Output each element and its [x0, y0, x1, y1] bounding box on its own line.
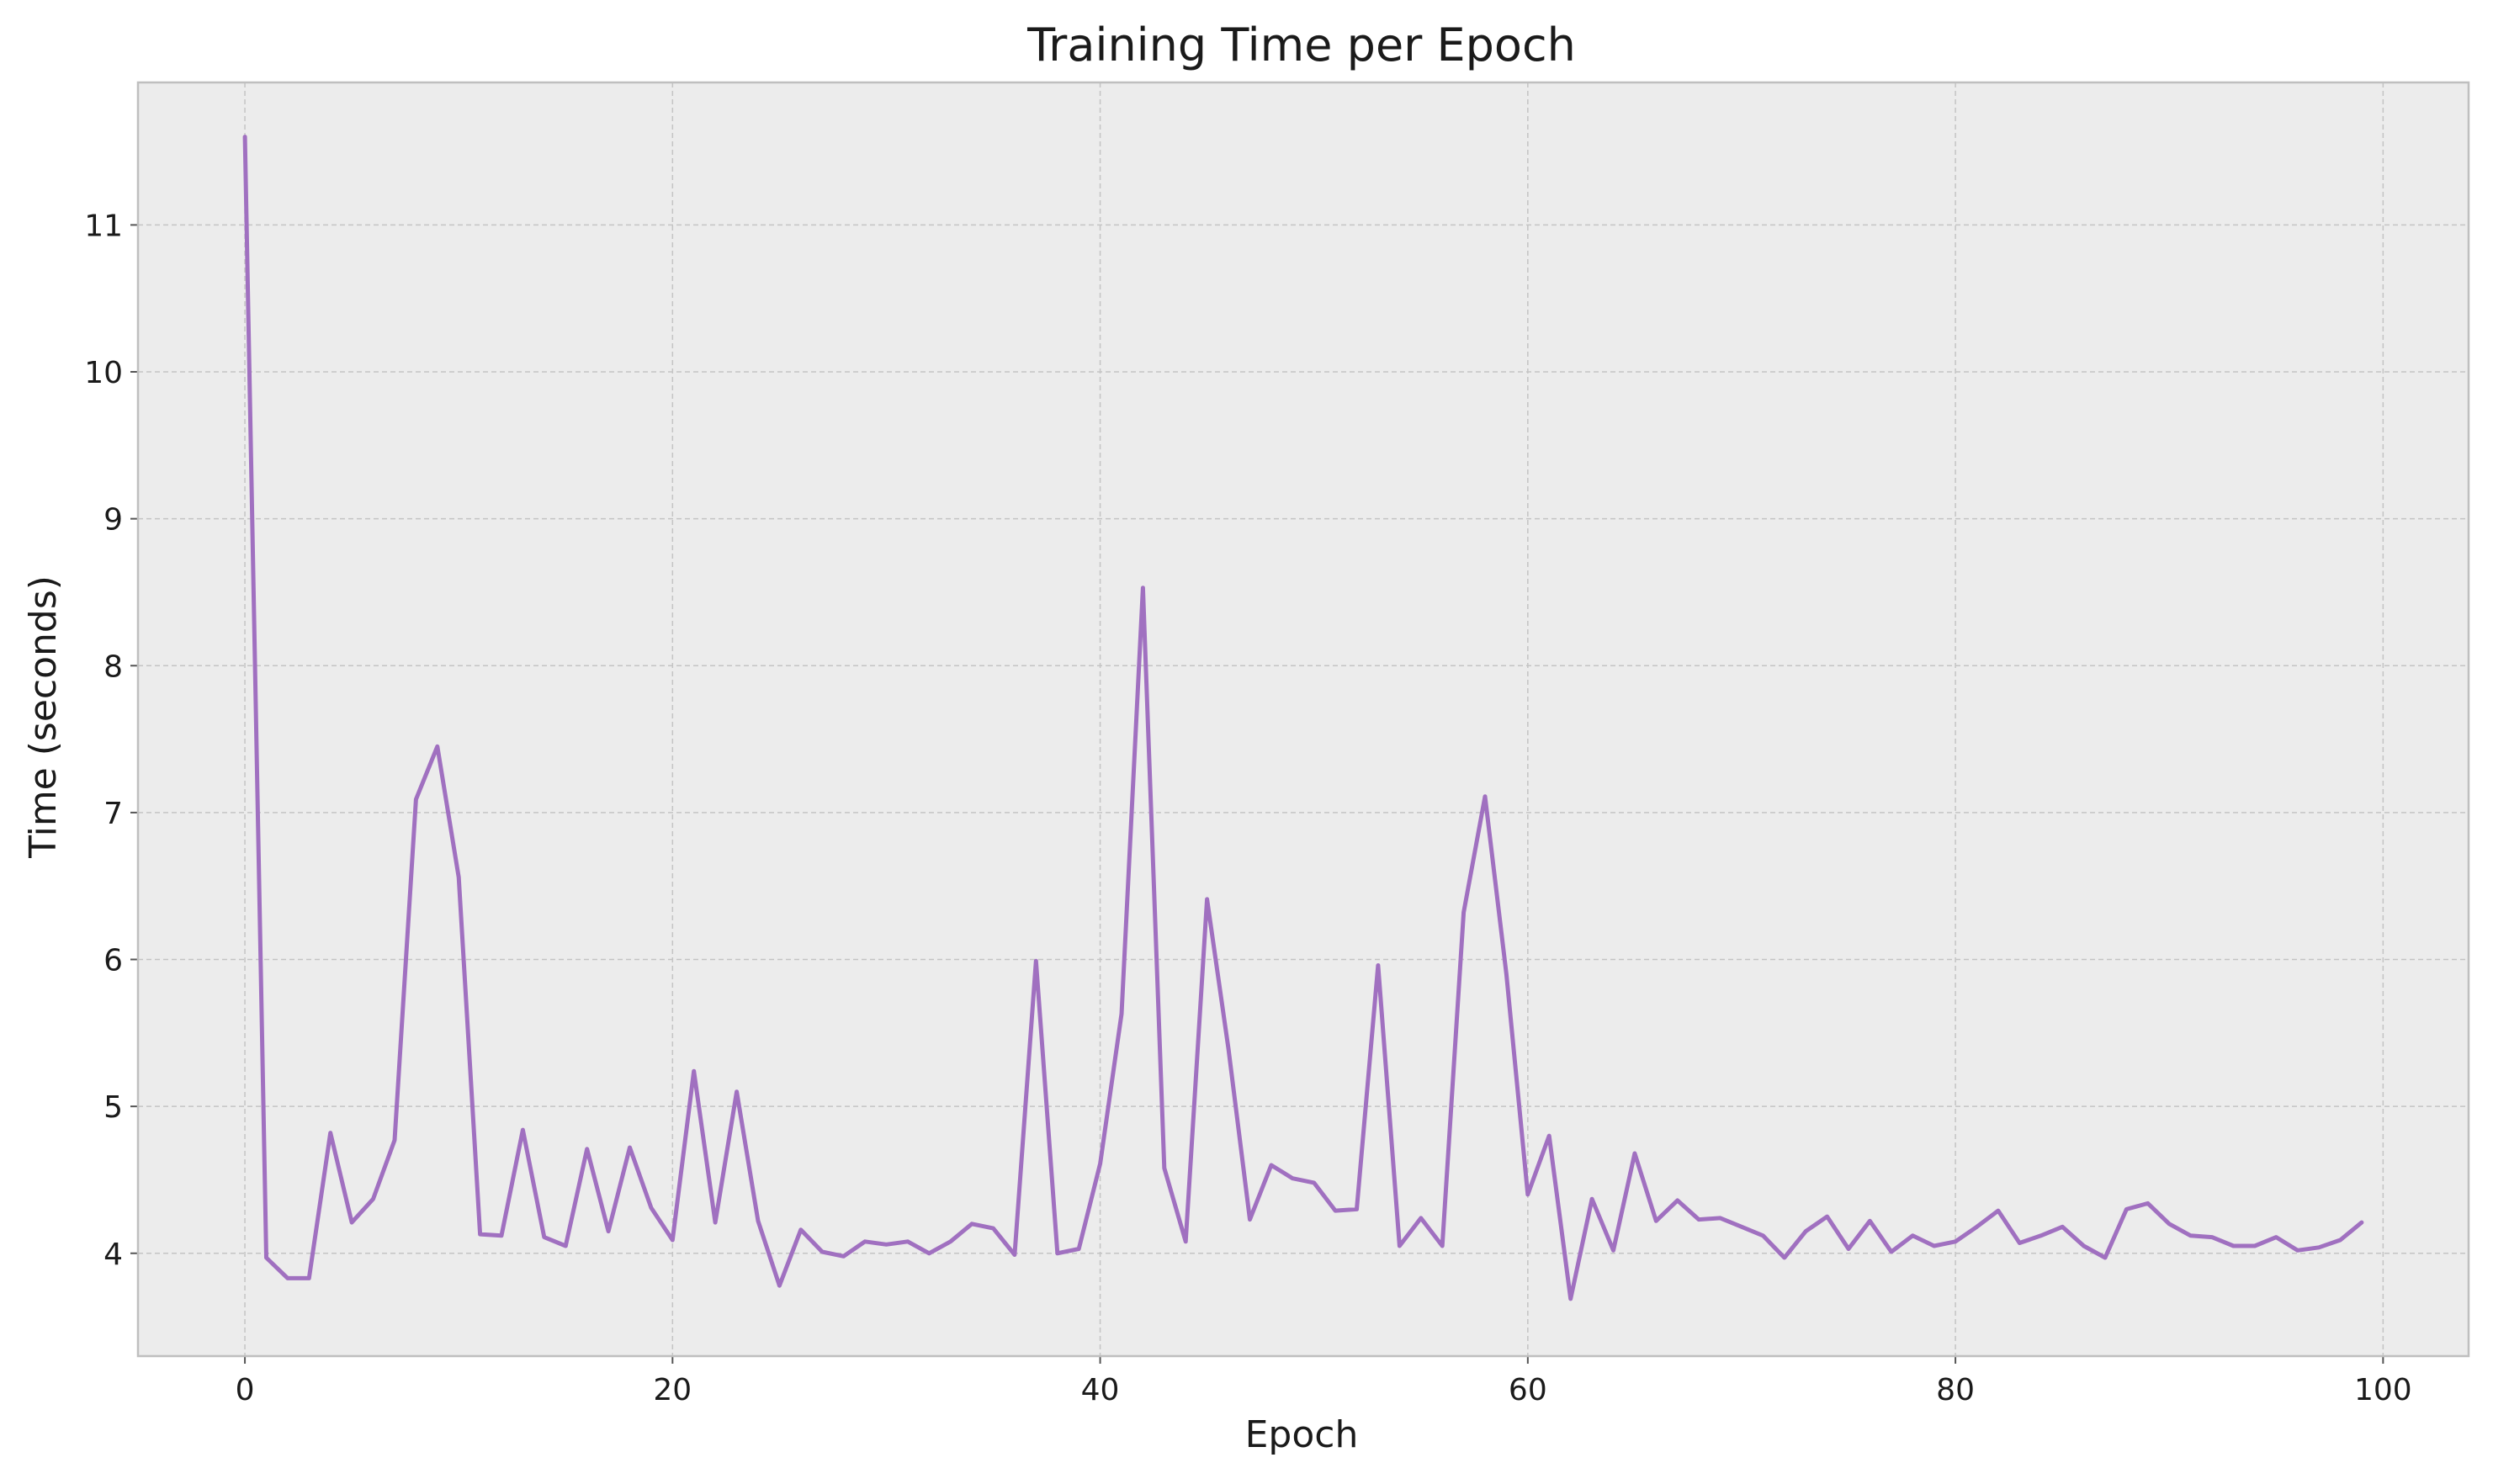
x-tick-label: 100 — [2354, 1373, 2412, 1407]
series-layer — [242, 135, 2364, 1301]
y-tick-label: 9 — [103, 503, 123, 538]
x-tick-label: 60 — [1509, 1373, 1547, 1407]
x-tick-label: 40 — [1081, 1373, 1120, 1407]
x-axis-title: Epoch — [1245, 1413, 1359, 1456]
y-tick-label: 6 — [103, 944, 123, 978]
plot-frame — [136, 81, 2470, 1358]
y-tick-label: 4 — [103, 1238, 123, 1272]
grid — [138, 82, 2469, 1356]
y-tick-label: 5 — [103, 1090, 123, 1125]
y-tick-label: 7 — [103, 797, 123, 831]
series-line — [242, 135, 2364, 1301]
x-tick-label: 20 — [653, 1373, 692, 1407]
axis-ticks: 0 20 40 60 80 100 4 5 6 7 8 9 10 11 — [84, 209, 2412, 1407]
chart-title: Training Time per Epoch — [1026, 19, 1576, 72]
x-tick-label: 0 — [236, 1373, 255, 1407]
y-tick-label: 10 — [84, 356, 123, 390]
plot-area — [138, 82, 2469, 1356]
y-axis-title: Time (seconds) — [22, 575, 65, 859]
y-tick-label: 8 — [103, 649, 123, 684]
x-tick-label: 80 — [1936, 1373, 1975, 1407]
y-tick-label: 11 — [84, 209, 123, 243]
